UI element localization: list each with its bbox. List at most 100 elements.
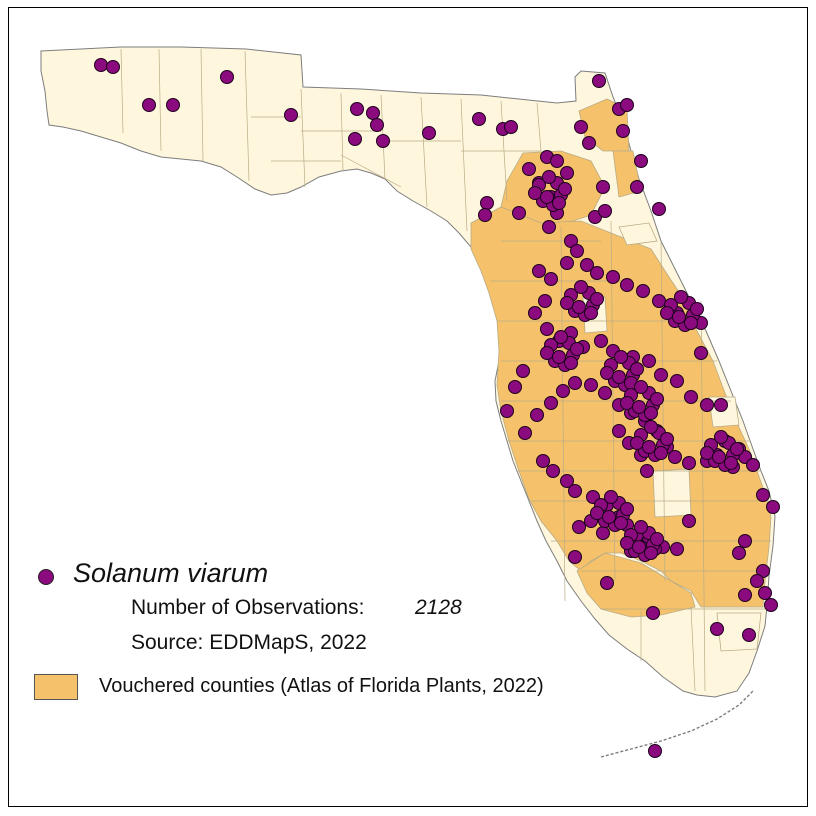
observation-point bbox=[614, 350, 628, 364]
observation-point bbox=[750, 574, 764, 588]
observation-point bbox=[540, 190, 554, 204]
observation-point bbox=[630, 362, 644, 376]
county-line-17 bbox=[340, 154, 402, 188]
observation-point bbox=[632, 540, 646, 554]
observation-point bbox=[590, 292, 604, 306]
observation-point bbox=[544, 272, 558, 286]
observation-point bbox=[594, 334, 608, 348]
observation-point bbox=[568, 376, 582, 390]
observation-point bbox=[700, 446, 714, 460]
observation-point bbox=[652, 294, 666, 308]
observation-point bbox=[528, 186, 542, 200]
observation-point bbox=[668, 450, 682, 464]
observation-point bbox=[700, 398, 714, 412]
observation-point bbox=[598, 386, 612, 400]
observation-point bbox=[640, 464, 654, 478]
observation-point bbox=[620, 396, 634, 410]
observation-point bbox=[552, 350, 566, 364]
observation-point bbox=[554, 330, 568, 344]
county-line-2 bbox=[158, 48, 162, 152]
observation-point bbox=[674, 290, 688, 304]
observation-point bbox=[600, 576, 614, 590]
legend-species-name: Solanum viarum bbox=[73, 558, 269, 588]
observation-point bbox=[568, 484, 582, 498]
observation-point bbox=[620, 536, 634, 550]
observation-point bbox=[574, 280, 588, 294]
observation-point bbox=[764, 598, 778, 612]
observation-point bbox=[650, 392, 664, 406]
observation-point bbox=[590, 506, 604, 520]
observation-point bbox=[652, 202, 666, 216]
vouchered-swatch-icon bbox=[34, 674, 78, 700]
observation-point bbox=[766, 500, 780, 514]
observation-point bbox=[654, 446, 668, 460]
observation-point bbox=[758, 586, 772, 600]
observation-point bbox=[530, 408, 544, 422]
observation-point bbox=[630, 436, 644, 450]
observation-point bbox=[422, 126, 436, 140]
observation-point bbox=[560, 166, 574, 180]
observation-point bbox=[682, 456, 696, 470]
observation-point bbox=[714, 430, 728, 444]
observation-point bbox=[654, 368, 668, 382]
observation-point bbox=[596, 180, 610, 194]
observation-point bbox=[746, 458, 760, 472]
observation-point bbox=[672, 310, 686, 324]
observation-point bbox=[684, 316, 698, 330]
unvouchered-county-3 bbox=[652, 468, 692, 518]
observation-point bbox=[522, 162, 536, 176]
observation-point bbox=[478, 208, 492, 222]
florida-map bbox=[40, 46, 780, 758]
observation-point bbox=[632, 400, 646, 414]
observation-point bbox=[602, 510, 616, 524]
observation-point bbox=[730, 442, 744, 456]
county-line-11 bbox=[536, 102, 542, 152]
observation-point bbox=[712, 450, 726, 464]
observation-point bbox=[620, 502, 634, 516]
observation-point bbox=[504, 120, 518, 134]
observation-point bbox=[614, 516, 628, 530]
observation-point bbox=[552, 196, 566, 210]
observation-point bbox=[528, 306, 542, 320]
observation-point bbox=[570, 342, 584, 356]
county-line-8 bbox=[420, 96, 428, 208]
observation-point bbox=[582, 136, 596, 150]
legend-vouchered-label: Vouchered counties (Atlas of Florida Pla… bbox=[99, 675, 544, 697]
observation-point bbox=[550, 154, 564, 168]
observation-point bbox=[556, 384, 570, 398]
observation-point bbox=[630, 180, 644, 194]
observation-point bbox=[544, 396, 558, 410]
observation-point bbox=[480, 196, 494, 210]
observation-point bbox=[642, 354, 656, 368]
observation-point bbox=[580, 258, 594, 272]
observation-point bbox=[572, 300, 586, 314]
observation-point bbox=[348, 132, 362, 146]
observation-point bbox=[710, 622, 724, 636]
observation-point bbox=[620, 278, 634, 292]
observation-point bbox=[612, 370, 626, 384]
observation-point bbox=[646, 606, 660, 620]
observation-point bbox=[500, 404, 514, 418]
observation-point bbox=[570, 244, 584, 258]
observation-point bbox=[738, 534, 752, 548]
observation-point bbox=[366, 106, 380, 120]
legend-observations-label: Number of Observations: bbox=[131, 596, 365, 619]
observation-point bbox=[518, 426, 532, 440]
observation-point bbox=[560, 256, 574, 270]
observation-point bbox=[350, 102, 364, 116]
observation-point bbox=[724, 456, 738, 470]
observation-point bbox=[560, 474, 574, 488]
observation-point bbox=[714, 398, 728, 412]
observation-legend-icon bbox=[38, 569, 54, 585]
observation-point bbox=[572, 520, 586, 534]
county-line-3 bbox=[200, 48, 204, 162]
observation-point bbox=[742, 628, 756, 642]
map-frame: Solanum viarum Number of Observations: 2… bbox=[8, 7, 808, 807]
county-line-32 bbox=[700, 300, 706, 692]
observation-point bbox=[616, 124, 630, 138]
observation-point bbox=[558, 182, 572, 196]
observation-point bbox=[540, 322, 554, 336]
observation-point bbox=[564, 356, 578, 370]
observation-point bbox=[620, 98, 634, 112]
observation-point bbox=[516, 364, 530, 378]
